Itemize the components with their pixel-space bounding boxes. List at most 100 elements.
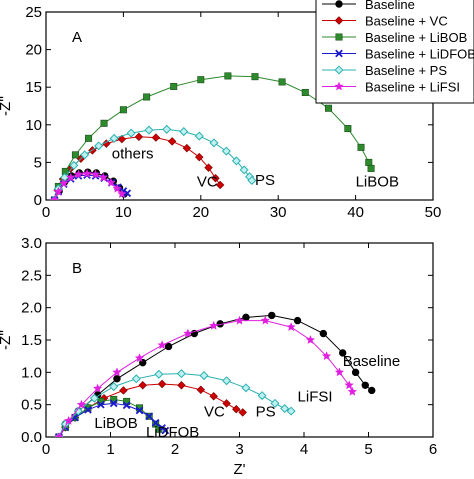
- marker-point: [113, 375, 121, 383]
- marker-point: [112, 367, 122, 377]
- x-tick-label: 20: [192, 204, 209, 221]
- marker-point: [335, 33, 343, 41]
- marker-point: [164, 342, 173, 351]
- marker-point: [100, 119, 108, 127]
- y-tick-label: 15: [25, 79, 42, 96]
- panel-label: B: [72, 260, 82, 277]
- plot-frame: [45, 242, 434, 438]
- marker-point: [182, 143, 192, 153]
- marker-point: [162, 124, 172, 134]
- x-tick-label: 10: [115, 204, 132, 221]
- marker-point: [119, 386, 128, 395]
- marker-point: [286, 322, 296, 332]
- marker-point: [170, 82, 178, 90]
- marker-point: [339, 349, 347, 357]
- marker-point: [209, 320, 219, 330]
- marker-point: [106, 177, 116, 187]
- marker-point: [90, 169, 101, 179]
- y-axis-label: -Z'': [0, 96, 14, 116]
- marker-point: [321, 351, 332, 361]
- marker-point: [102, 139, 111, 148]
- x-axis-label: Z': [233, 461, 245, 474]
- marker-point: [54, 432, 64, 437]
- annotation-label: PS: [255, 172, 275, 189]
- marker-point: [286, 406, 296, 416]
- marker-point: [96, 400, 105, 409]
- marker-point: [183, 328, 193, 338]
- marker-point: [280, 404, 290, 414]
- marker-point: [278, 78, 286, 86]
- marker-point: [98, 172, 108, 182]
- x-tick-label: 50: [425, 204, 442, 221]
- marker-point: [368, 386, 376, 395]
- marker-point: [117, 189, 127, 198]
- y-tick-label: 0.5: [21, 397, 42, 414]
- marker-point: [80, 150, 90, 160]
- marker-point: [357, 143, 365, 151]
- marker-point: [222, 399, 231, 408]
- series-baseline-lifsi: [54, 315, 358, 437]
- marker-point: [135, 406, 144, 415]
- marker-point: [347, 386, 358, 396]
- legend-entry-label: Baseline: [365, 0, 415, 12]
- marker-point: [161, 426, 170, 435]
- y-tick-label: 25: [25, 4, 42, 21]
- marker-point: [138, 381, 147, 390]
- marker-point: [59, 178, 69, 188]
- marker-point: [247, 175, 257, 185]
- x-tick-label: 5: [364, 441, 372, 458]
- marker-point: [49, 195, 60, 200]
- y-tick-label: 1.0: [21, 364, 42, 381]
- marker-point: [94, 141, 104, 151]
- marker-point: [268, 311, 276, 320]
- marker-point: [134, 353, 145, 363]
- plot-frame: [45, 11, 434, 201]
- legend-entry-label: Baseline + VC: [365, 14, 448, 29]
- marker-point: [92, 383, 103, 393]
- marker-point: [334, 81, 344, 91]
- marker-point: [334, 367, 345, 377]
- series-baseline-libob: [51, 72, 375, 200]
- x-tick-label: 30: [270, 204, 287, 221]
- chart-panel-b: 0 1 2 3 4 5 6 0.0 0.5 1.0 1.5 2.0 2.5 3.0 -Z'' Z' B Basel…: [0, 235, 437, 478]
- marker-point: [151, 418, 160, 427]
- x-tick-label: 0: [42, 204, 50, 221]
- marker-point: [194, 131, 204, 141]
- panel-label: A: [72, 29, 82, 46]
- marker-point: [177, 381, 186, 390]
- marker-point: [222, 376, 232, 386]
- marker-point: [365, 158, 373, 166]
- marker-point: [82, 168, 92, 178]
- marker-point: [270, 398, 280, 408]
- marker-point: [242, 313, 250, 322]
- marker-point: [157, 379, 167, 389]
- marker-point: [293, 316, 302, 325]
- marker-point: [66, 172, 76, 182]
- marker-point: [109, 133, 119, 143]
- marker-point: [335, 0, 343, 8]
- marker-point: [224, 72, 232, 80]
- y-tick-label: 20: [25, 42, 42, 59]
- annotation-label: Baseline: [343, 353, 401, 370]
- marker-point: [53, 186, 64, 196]
- marker-point: [239, 165, 249, 175]
- marker-point: [85, 134, 93, 142]
- series-baseline-vc: [50, 132, 225, 200]
- annotation-label: LiFSI: [298, 388, 333, 405]
- marker-point: [167, 137, 177, 146]
- marker-point: [334, 16, 344, 25]
- marker-point: [234, 315, 245, 325]
- marker-point: [231, 156, 241, 166]
- annotation-label: others: [112, 146, 154, 163]
- series-line: [54, 128, 253, 200]
- y-tick-label: 3.0: [21, 235, 42, 252]
- marker-point: [122, 401, 131, 410]
- marker-point: [335, 49, 343, 58]
- x-tick-label: 40: [347, 204, 364, 221]
- marker-point: [134, 132, 144, 142]
- x-tick-label: 6: [429, 441, 437, 458]
- marker-point: [197, 76, 205, 84]
- legend-entry-label: Baseline + LiBOB: [365, 30, 467, 45]
- x-tick-label: 0: [42, 441, 50, 458]
